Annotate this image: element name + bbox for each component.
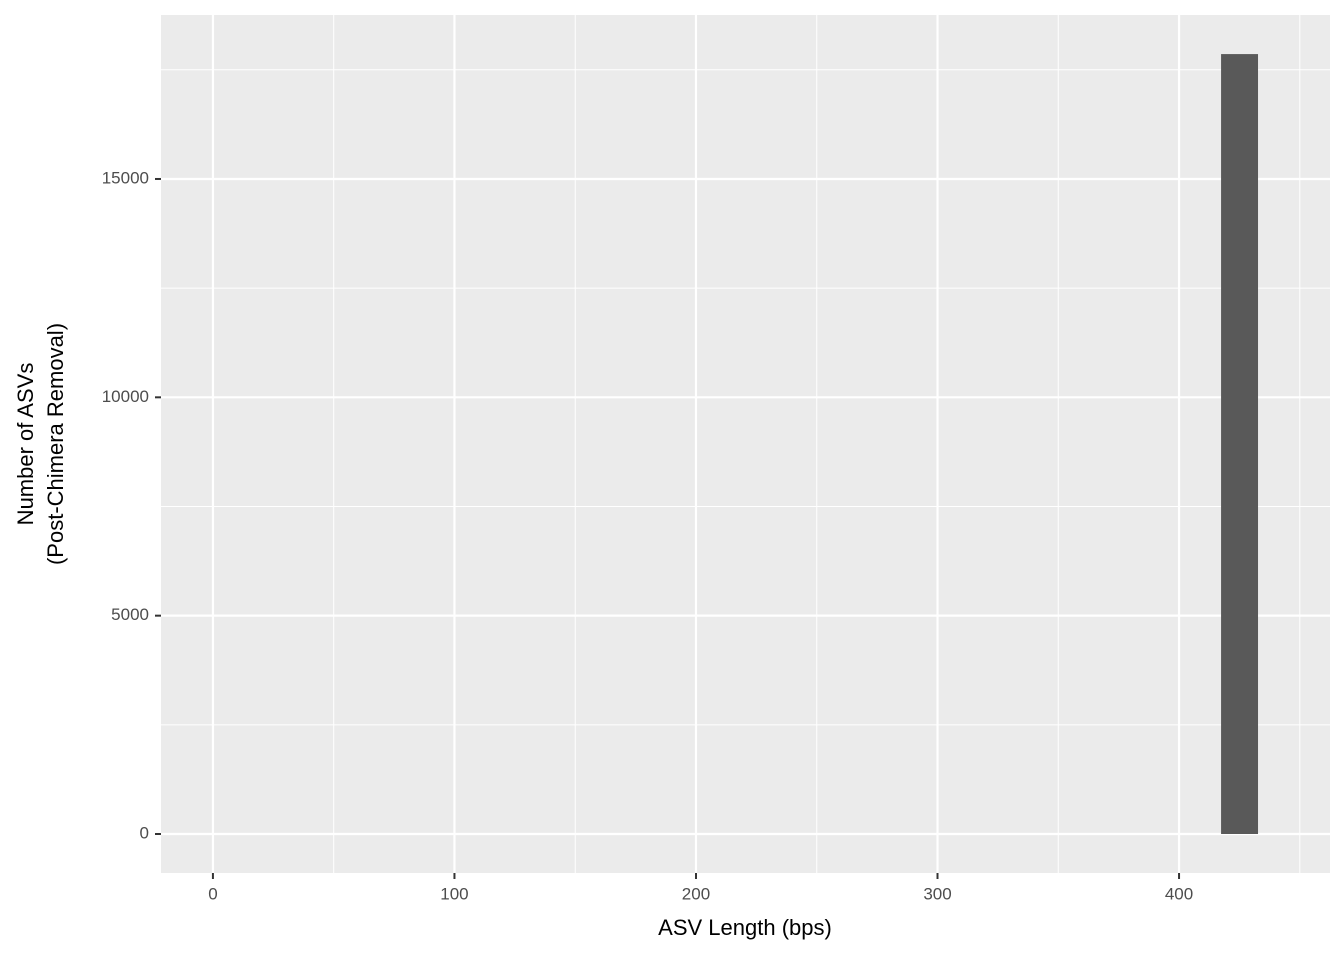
x-tick-label: 400 — [1165, 884, 1193, 903]
y-tick-label: 15000 — [102, 168, 149, 187]
y-tick-label: 5000 — [111, 605, 149, 624]
x-axis-title: ASV Length (bps) — [658, 915, 832, 940]
panel — [161, 15, 1330, 873]
y-axis-title: Number of ASVs — [13, 363, 38, 526]
bar — [1221, 54, 1259, 835]
y-tick-label: 0 — [140, 823, 149, 842]
x-tick-label: 0 — [208, 884, 217, 903]
y-axis-title: (Post-Chimera Removal) — [43, 323, 68, 565]
y-tick-label: 10000 — [102, 387, 149, 406]
x-tick-label: 200 — [682, 884, 710, 903]
x-tick-label: 300 — [923, 884, 951, 903]
x-tick-label: 100 — [440, 884, 468, 903]
